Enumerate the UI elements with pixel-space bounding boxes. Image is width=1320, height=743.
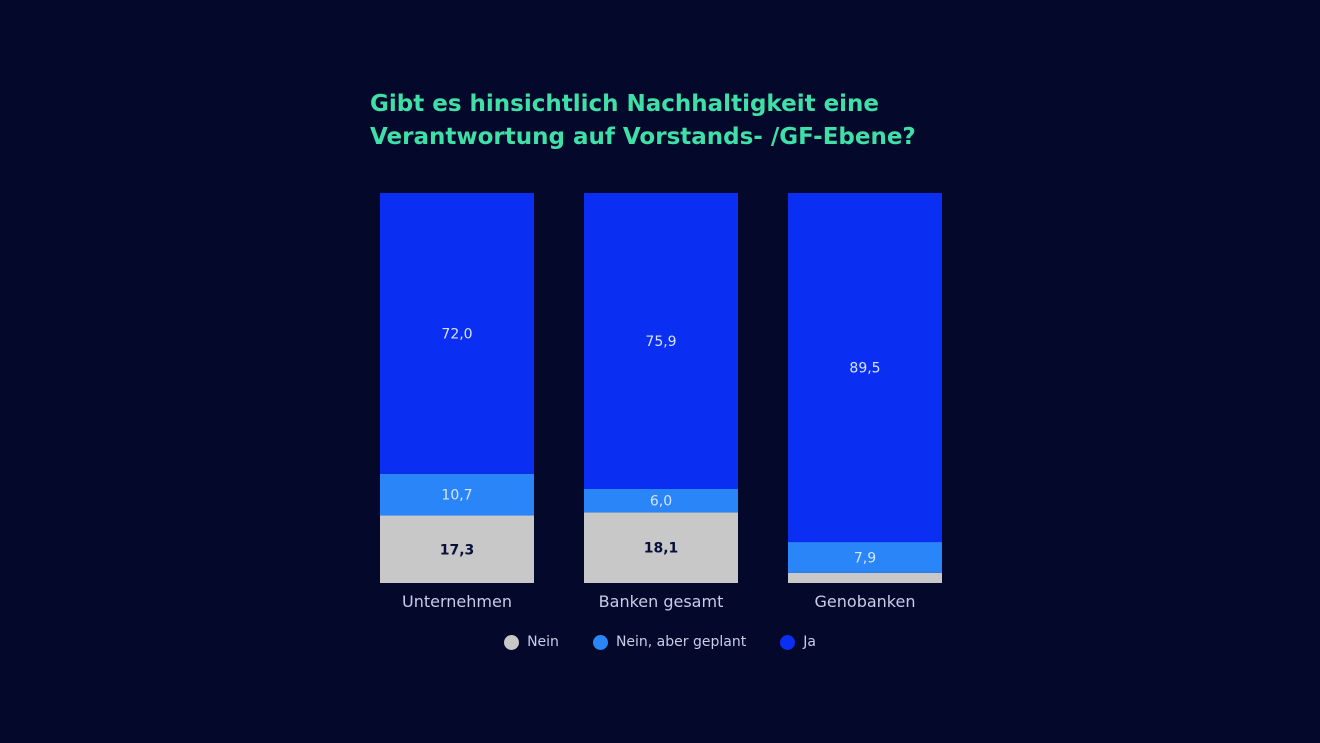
bar-segment-nein-aber-geplant-1 (380, 473, 534, 516)
category-label: Unternehmen (402, 592, 512, 611)
chart-title: Gibt es hinsichtlich Nachhaltigkeit eine… (370, 88, 1070, 154)
legend-swatch (504, 634, 520, 650)
chart-title-line-2: Verantwortung auf Vorstands- /GF-Ebene? (370, 124, 916, 150)
chart-legend: Nein Nein, aber geplant Ja (0, 634, 1320, 650)
category-label: Banken gesamt (599, 592, 724, 611)
data-label: 6,0 (650, 494, 672, 510)
data-label: 17,3 (440, 542, 475, 558)
legend-label: Ja (803, 634, 816, 650)
data-label: 89,5 (849, 361, 880, 377)
bar-segment-ja-1 (380, 193, 534, 474)
data-label: 18,1 (644, 541, 679, 557)
legend-swatch (592, 634, 608, 650)
bar-segment-nein-aber-geplant-3 (788, 542, 942, 573)
bar-segment-nein-3 (788, 572, 942, 583)
legend-item: Nein, aber geplant (592, 634, 747, 650)
category-label: Genobanken (815, 592, 916, 611)
data-label: 75,9 (645, 334, 676, 350)
legend-label: Nein (527, 634, 559, 650)
bar-segment-nein-aber-geplant-2 (584, 489, 738, 513)
bar-segment-nein-1 (380, 515, 534, 583)
legend-item: Ja (780, 634, 816, 650)
data-label: 10,7 (441, 488, 472, 504)
legend-swatch (780, 634, 796, 650)
chart-title-line-1: Gibt es hinsichtlich Nachhaltigkeit eine (370, 91, 880, 117)
bar-segment-ja-3 (788, 193, 942, 543)
data-label: 72,0 (441, 326, 472, 342)
legend-item: Nein (504, 634, 559, 650)
legend-label: Nein, aber geplant (615, 634, 747, 650)
bar-segment-nein-2 (584, 512, 738, 583)
data-label: 7,9 (854, 550, 876, 566)
bar-segment-ja-2 (584, 193, 738, 490)
